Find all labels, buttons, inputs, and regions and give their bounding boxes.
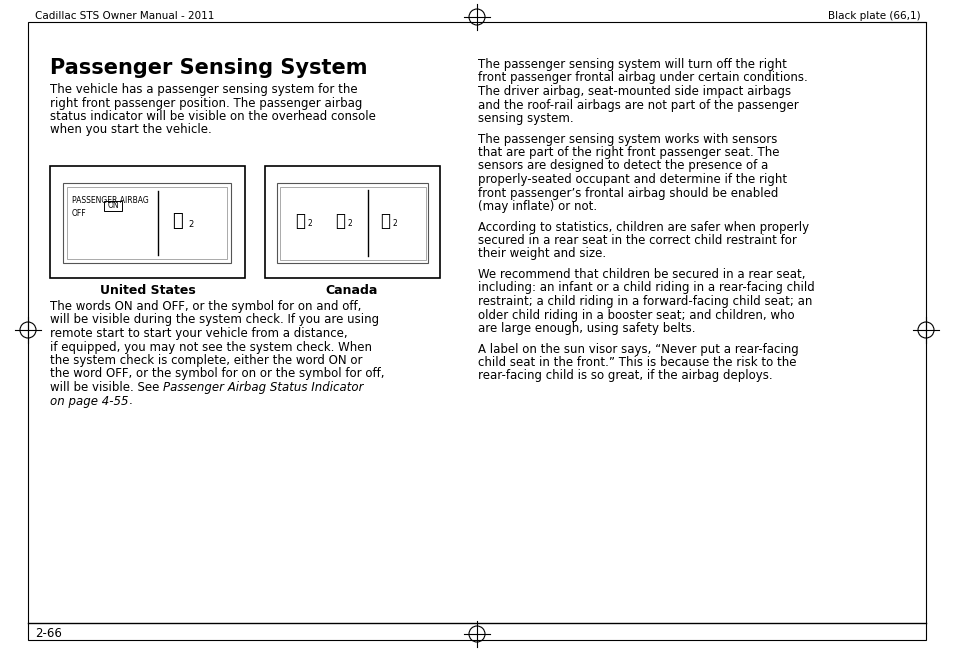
Text: will be visible during the system check. If you are using: will be visible during the system check.… bbox=[50, 313, 378, 327]
Text: their weight and size.: their weight and size. bbox=[477, 248, 605, 261]
Text: front passenger’s frontal airbag should be enabled: front passenger’s frontal airbag should … bbox=[477, 186, 778, 200]
Text: sensing system.: sensing system. bbox=[477, 112, 573, 125]
Text: United States: United States bbox=[100, 284, 195, 297]
Text: 2: 2 bbox=[188, 220, 193, 229]
Text: 2: 2 bbox=[393, 219, 397, 228]
Text: The vehicle has a passenger sensing system for the: The vehicle has a passenger sensing syst… bbox=[50, 83, 357, 96]
Text: ON: ON bbox=[107, 200, 119, 210]
Text: that are part of the right front passenger seat. The: that are part of the right front passeng… bbox=[477, 146, 779, 159]
Bar bbox=[280, 187, 426, 260]
Text: Passenger Airbag Status Indicator: Passenger Airbag Status Indicator bbox=[163, 381, 363, 394]
Text: including: an infant or a child riding in a rear-facing child: including: an infant or a child riding i… bbox=[477, 281, 814, 295]
Text: Cadillac STS Owner Manual - 2011: Cadillac STS Owner Manual - 2011 bbox=[35, 11, 214, 21]
Text: on page 4-55: on page 4-55 bbox=[50, 395, 129, 407]
Text: OFF: OFF bbox=[71, 209, 87, 218]
Text: the word OFF, or the symbol for on or the symbol for off,: the word OFF, or the symbol for on or th… bbox=[50, 367, 384, 381]
Text: A label on the sun visor says, “Never put a rear-facing: A label on the sun visor says, “Never pu… bbox=[477, 343, 798, 355]
Text: 🧑: 🧑 bbox=[294, 212, 305, 230]
Text: and the roof-rail airbags are not part of the passenger: and the roof-rail airbags are not part o… bbox=[477, 98, 798, 112]
Text: Black plate (66,1): Black plate (66,1) bbox=[827, 11, 920, 21]
Text: 2-66: 2-66 bbox=[35, 627, 62, 640]
Text: the system check is complete, either the word ON or: the system check is complete, either the… bbox=[50, 354, 362, 367]
Text: The words ON and OFF, or the symbol for on and off,: The words ON and OFF, or the symbol for … bbox=[50, 300, 361, 313]
Text: restraint; a child riding in a forward-facing child seat; an: restraint; a child riding in a forward-f… bbox=[477, 295, 812, 308]
Text: .: . bbox=[129, 395, 132, 407]
Bar bbox=[265, 166, 439, 278]
Text: right front passenger position. The passenger airbag: right front passenger position. The pass… bbox=[50, 96, 362, 110]
Text: 🧑: 🧑 bbox=[379, 212, 390, 230]
Text: We recommend that children be secured in a rear seat,: We recommend that children be secured in… bbox=[477, 268, 804, 281]
Text: when you start the vehicle.: when you start the vehicle. bbox=[50, 124, 212, 136]
Bar bbox=[276, 183, 428, 263]
Text: PASSENGER AIRBAG: PASSENGER AIRBAG bbox=[71, 196, 149, 205]
Text: child seat in the front.” This is because the risk to the: child seat in the front.” This is becaus… bbox=[477, 356, 796, 369]
Text: 2: 2 bbox=[348, 219, 353, 228]
Text: if equipped, you may not see the system check. When: if equipped, you may not see the system … bbox=[50, 341, 372, 353]
Bar bbox=[50, 166, 245, 278]
Text: older child riding in a booster seat; and children, who: older child riding in a booster seat; an… bbox=[477, 309, 794, 321]
Text: front passenger frontal airbag under certain conditions.: front passenger frontal airbag under cer… bbox=[477, 71, 807, 84]
Text: properly-seated occupant and determine if the right: properly-seated occupant and determine i… bbox=[477, 173, 786, 186]
Text: 🧑: 🧑 bbox=[335, 212, 345, 230]
Text: Canada: Canada bbox=[326, 284, 377, 297]
Text: remote start to start your vehicle from a distance,: remote start to start your vehicle from … bbox=[50, 327, 347, 340]
Text: 🧑: 🧑 bbox=[172, 212, 183, 230]
Text: rear-facing child is so great, if the airbag deploys.: rear-facing child is so great, if the ai… bbox=[477, 369, 772, 383]
Text: The passenger sensing system works with sensors: The passenger sensing system works with … bbox=[477, 132, 777, 146]
Bar bbox=[63, 183, 231, 263]
Text: The driver airbag, seat-mounted side impact airbags: The driver airbag, seat-mounted side imp… bbox=[477, 85, 790, 98]
Text: sensors are designed to detect the presence of a: sensors are designed to detect the prese… bbox=[477, 160, 767, 172]
Text: are large enough, using safety belts.: are large enough, using safety belts. bbox=[477, 322, 695, 335]
Text: status indicator will be visible on the overhead console: status indicator will be visible on the … bbox=[50, 110, 375, 123]
Text: 2: 2 bbox=[308, 219, 313, 228]
Text: According to statistics, children are safer when properly: According to statistics, children are sa… bbox=[477, 220, 808, 234]
Bar bbox=[104, 201, 122, 211]
Text: (may inflate) or not.: (may inflate) or not. bbox=[477, 200, 597, 213]
Text: The passenger sensing system will turn off the right: The passenger sensing system will turn o… bbox=[477, 58, 786, 71]
Text: secured in a rear seat in the correct child restraint for: secured in a rear seat in the correct ch… bbox=[477, 234, 796, 247]
Text: Passenger Sensing System: Passenger Sensing System bbox=[50, 58, 367, 78]
Text: will be visible. See: will be visible. See bbox=[50, 381, 163, 394]
Bar bbox=[67, 187, 227, 259]
